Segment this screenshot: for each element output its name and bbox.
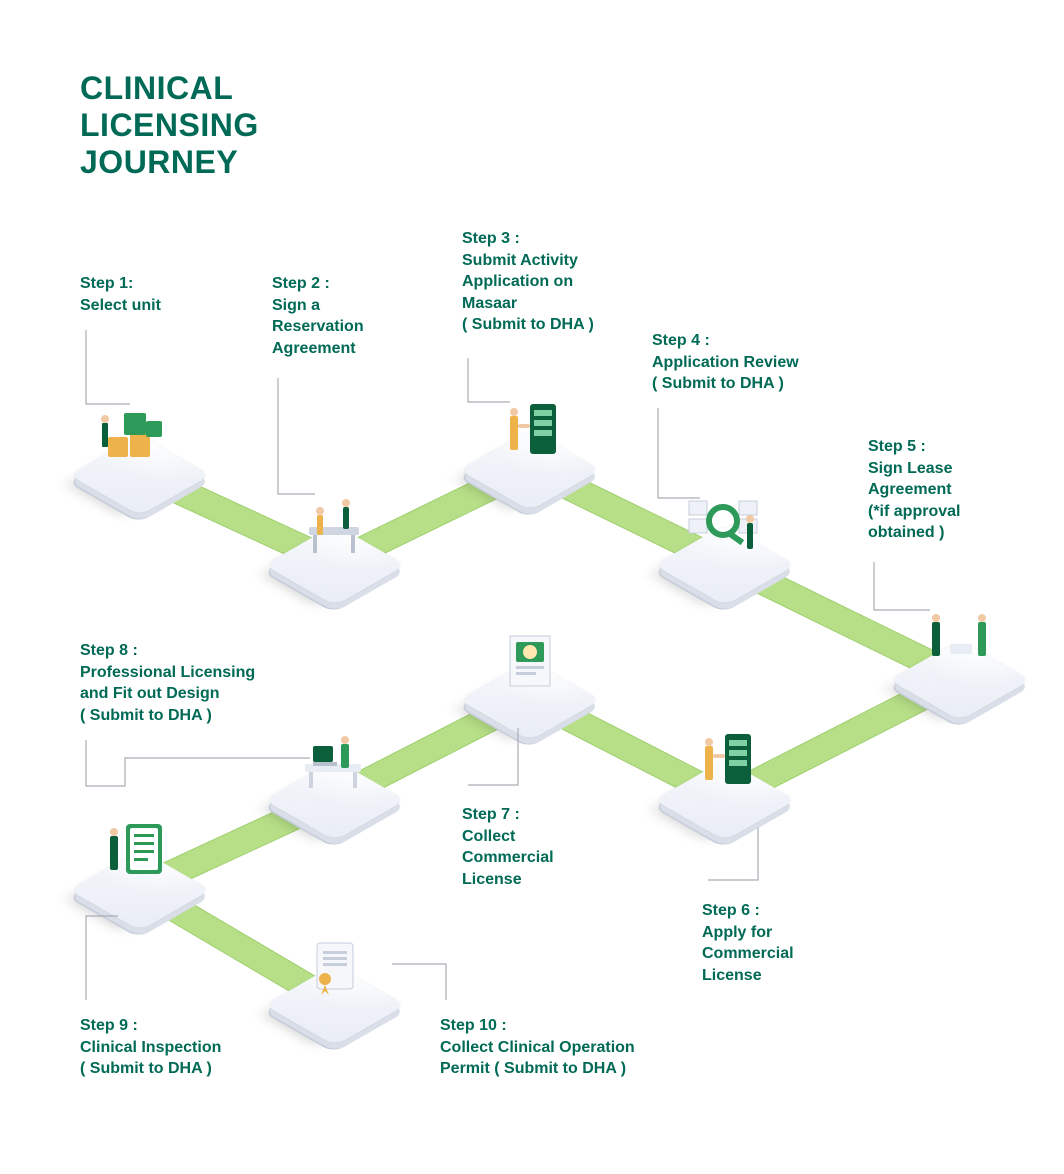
leader-line xyxy=(658,408,700,498)
step-caption-7: Step 7 :Collect Commercial License xyxy=(462,804,554,890)
platform xyxy=(264,759,405,840)
leader-line xyxy=(392,964,446,1000)
journey-node-7 xyxy=(470,620,590,740)
step-desc: Submit Activity Application on Masaar ( … xyxy=(462,250,594,336)
journey-node-2 xyxy=(275,485,395,605)
leader-line xyxy=(708,828,758,880)
platform xyxy=(264,524,405,605)
step-label: Step 1: xyxy=(80,273,161,295)
step-desc: Clinical Inspection ( Submit to DHA ) xyxy=(80,1037,221,1080)
step-caption-10: Step 10 :Collect Clinical Operation Perm… xyxy=(440,1015,635,1080)
platform xyxy=(459,659,600,740)
step-label: Step 6 : xyxy=(702,900,794,922)
two-people-sign-icon xyxy=(920,608,1000,678)
step-desc: Apply for Commercial License xyxy=(702,922,794,987)
page-title: CLINICAL LICENSING JOURNEY xyxy=(80,70,259,180)
step-desc: Select unit xyxy=(80,295,161,317)
step-desc: Sign a Reservation Agreement xyxy=(272,295,364,360)
platform xyxy=(69,434,210,515)
step-desc: Application Review ( Submit to DHA ) xyxy=(652,352,799,395)
platform xyxy=(654,524,795,605)
journey-node-3 xyxy=(470,390,590,510)
platform xyxy=(264,964,405,1045)
platform xyxy=(889,639,1030,720)
step-caption-1: Step 1:Select unit xyxy=(80,273,161,316)
journey-node-8 xyxy=(275,720,395,840)
journey-node-6 xyxy=(665,720,785,840)
leader-line xyxy=(874,562,930,610)
leader-line xyxy=(86,740,310,786)
step-label: Step 10 : xyxy=(440,1015,635,1037)
platform xyxy=(654,759,795,840)
scroll-icon xyxy=(295,933,375,1003)
journey-node-9 xyxy=(80,810,200,930)
leader-line xyxy=(278,378,315,494)
clipboard-icon xyxy=(100,818,180,888)
step-caption-4: Step 4 :Application Review ( Submit to D… xyxy=(652,330,799,395)
step-caption-9: Step 9 :Clinical Inspection ( Submit to … xyxy=(80,1015,221,1080)
boxes-icon xyxy=(100,403,180,473)
step-label: Step 8 : xyxy=(80,640,255,662)
magnify-docs-icon xyxy=(685,493,765,563)
leader-line xyxy=(468,728,518,785)
platform xyxy=(69,849,210,930)
leader-line xyxy=(86,330,130,404)
step-caption-6: Step 6 :Apply for Commercial License xyxy=(702,900,794,986)
step-desc: Collect Commercial License xyxy=(462,826,554,891)
desk-laptop-icon xyxy=(295,728,375,798)
step-caption-2: Step 2 :Sign a Reservation Agreement xyxy=(272,273,364,359)
step-label: Step 7 : xyxy=(462,804,554,826)
posting-icon xyxy=(490,398,570,468)
leader-line xyxy=(468,358,510,402)
infographic-canvas: CLINICAL LICENSING JOURNEY xyxy=(0,0,1064,1174)
platform xyxy=(459,429,600,510)
step-desc: Sign Lease Agreement (*if approval obtai… xyxy=(868,458,960,544)
step-label: Step 5 : xyxy=(868,436,960,458)
certificate-icon xyxy=(490,628,570,698)
step-label: Step 4 : xyxy=(652,330,799,352)
journey-node-1 xyxy=(80,395,200,515)
journey-node-4 xyxy=(665,485,785,605)
step-desc: Professional Licensing and Fit out Desig… xyxy=(80,662,255,727)
desk-meeting-icon xyxy=(295,493,375,563)
step-caption-8: Step 8 :Professional Licensing and Fit o… xyxy=(80,640,255,726)
step-label: Step 2 : xyxy=(272,273,364,295)
step-label: Step 9 : xyxy=(80,1015,221,1037)
step-caption-3: Step 3 :Submit Activity Application on M… xyxy=(462,228,594,336)
journey-node-5 xyxy=(900,600,1020,720)
journey-node-10 xyxy=(275,925,395,1045)
step-desc: Collect Clinical Operation Permit ( Subm… xyxy=(440,1037,635,1080)
leader-line xyxy=(86,916,118,1000)
step-caption-5: Step 5 :Sign Lease Agreement (*if approv… xyxy=(868,436,960,544)
step-label: Step 3 : xyxy=(462,228,594,250)
posting-icon xyxy=(685,728,765,798)
